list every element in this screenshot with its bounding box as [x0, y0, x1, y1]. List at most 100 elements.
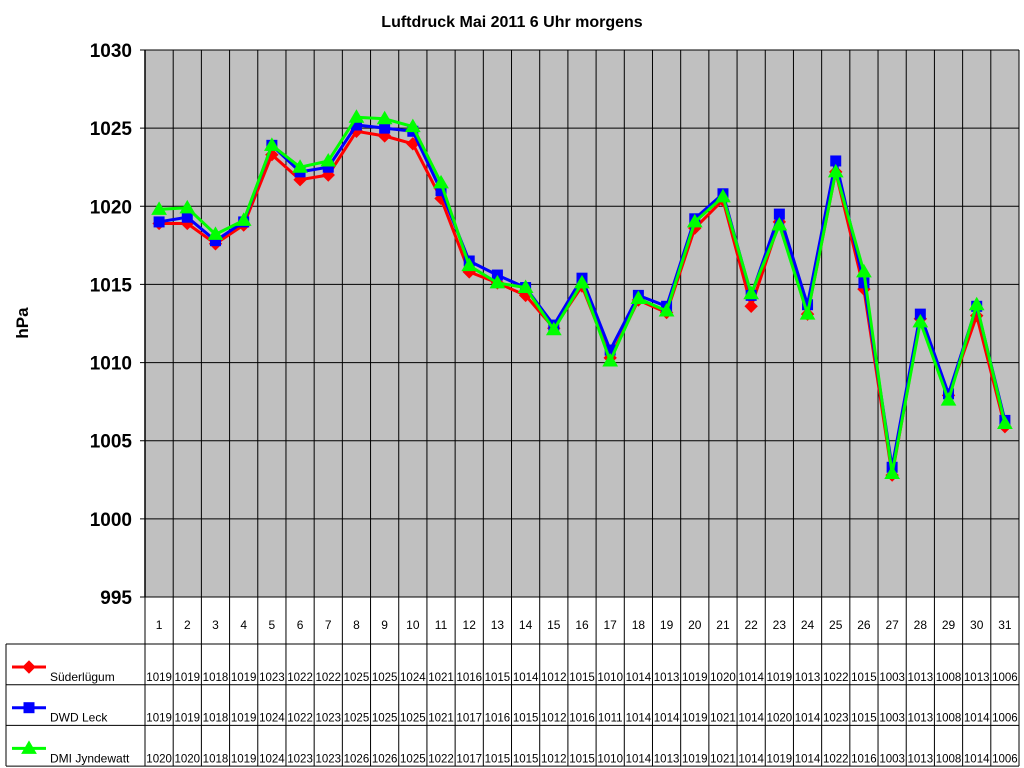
table-value: 1022 — [823, 753, 849, 765]
table-value: 1020 — [767, 713, 793, 725]
y-tick-label: 1030 — [90, 41, 132, 62]
table-value: 1014 — [964, 713, 990, 725]
data-point — [379, 122, 391, 134]
table-value: 1014 — [738, 713, 764, 725]
table-value: 1025 — [372, 713, 398, 725]
legend-label: DMI Jyndewatt — [50, 751, 130, 765]
table-value: 1013 — [795, 672, 821, 684]
table-value: 1022 — [823, 672, 849, 684]
table-value: 1019 — [146, 713, 172, 725]
table-value: 1003 — [879, 713, 905, 725]
x-tick-label: 22 — [744, 618, 758, 632]
x-tick-label: 14 — [519, 618, 533, 632]
table-value: 1018 — [203, 753, 229, 765]
table-value: 1025 — [372, 672, 398, 684]
table-value: 1014 — [654, 713, 680, 725]
x-tick-label: 19 — [660, 618, 674, 632]
x-tick-label: 31 — [998, 618, 1012, 632]
table-value: 1019 — [682, 672, 708, 684]
data-point — [940, 392, 957, 406]
y-tick-label: 1010 — [90, 354, 132, 375]
x-tick-label: 23 — [773, 618, 787, 632]
table-value: 1013 — [908, 713, 934, 725]
table-value: 1020 — [710, 672, 736, 684]
table-value: 1025 — [344, 713, 370, 725]
table-value: 1008 — [936, 753, 962, 765]
table-value: 1006 — [992, 753, 1018, 765]
data-point — [827, 163, 844, 178]
table-value: 1012 — [541, 713, 567, 725]
x-tick-label: 3 — [212, 618, 219, 632]
x-tick-label: 9 — [381, 618, 388, 632]
table-value: 1006 — [992, 713, 1018, 725]
table-value: 1003 — [879, 672, 905, 684]
table-value: 1015 — [513, 753, 539, 765]
x-tick-label: 4 — [240, 618, 247, 632]
table-value: 1023 — [259, 672, 285, 684]
table-value: 1019 — [767, 672, 793, 684]
table-value: 1022 — [315, 672, 341, 684]
x-tick-label: 7 — [325, 618, 332, 632]
table-value: 1019 — [146, 672, 172, 684]
table-value: 1014 — [513, 672, 539, 684]
data-point — [181, 211, 193, 223]
data-point — [433, 174, 449, 189]
data-point — [292, 159, 308, 173]
table-value: 1014 — [626, 672, 652, 684]
table-value: 1003 — [879, 753, 905, 765]
x-tick-label: 29 — [942, 618, 956, 632]
table-value: 1019 — [174, 672, 200, 684]
table-value: 1016 — [456, 672, 482, 684]
table-value: 1016 — [569, 713, 595, 725]
table-value: 1021 — [710, 713, 736, 725]
x-tick-label: 18 — [632, 618, 646, 632]
x-tick-label: 21 — [716, 618, 730, 632]
data-point — [489, 274, 506, 289]
table-value: 1013 — [654, 672, 680, 684]
data-point — [799, 306, 816, 320]
table-value: 1013 — [908, 753, 934, 765]
x-tick-label: 30 — [970, 618, 984, 632]
table-value: 1010 — [597, 753, 623, 765]
x-tick-label: 8 — [353, 618, 360, 632]
table-value: 1008 — [936, 713, 962, 725]
x-tick-label: 15 — [547, 618, 561, 632]
data-point — [686, 213, 703, 228]
data-point — [968, 296, 985, 311]
x-tick-label: 26 — [857, 618, 871, 632]
data-point — [21, 740, 37, 754]
data-point — [461, 257, 478, 272]
data-point — [517, 279, 534, 294]
data-point — [744, 299, 758, 314]
x-tick-label: 10 — [406, 618, 420, 632]
x-tick-label: 2 — [184, 618, 191, 632]
data-point — [997, 415, 1013, 430]
table-value: 1024 — [259, 713, 285, 725]
data-point — [320, 152, 337, 167]
table-value: 1025 — [400, 713, 426, 725]
table-value: 1011 — [598, 713, 623, 725]
data-point — [715, 188, 731, 203]
table-value: 1015 — [851, 672, 877, 684]
table-value: 1012 — [541, 672, 567, 684]
x-tick-label: 17 — [604, 618, 618, 632]
table-value: 1015 — [569, 672, 595, 684]
data-point — [743, 285, 760, 300]
table-value: 1014 — [626, 713, 652, 725]
table-value: 1015 — [569, 753, 595, 765]
data-point — [884, 465, 900, 480]
data-point — [153, 216, 165, 228]
x-tick-label: 12 — [463, 618, 477, 632]
data-point — [235, 212, 252, 226]
data-point — [376, 110, 393, 125]
table-value: 1023 — [315, 753, 341, 765]
table-value: 1014 — [626, 753, 652, 765]
table-value: 1019 — [231, 713, 257, 725]
table-value: 1020 — [146, 753, 172, 765]
data-point — [771, 217, 788, 231]
table-value: 1017 — [456, 753, 482, 765]
table-value: 1013 — [654, 753, 680, 765]
data-point — [207, 226, 224, 240]
y-tick-label: 1000 — [90, 510, 132, 531]
